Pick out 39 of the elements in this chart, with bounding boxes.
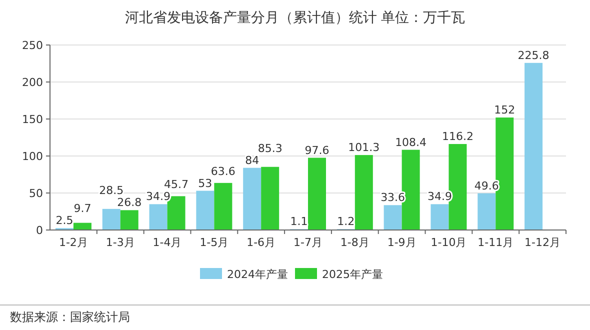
data-label: 116.2 [442,130,474,144]
x-tick-label: 1-9月 [387,236,416,249]
legend-label: 2024年产量 [227,268,288,281]
data-label: 1.2 [337,215,355,228]
data-label: 45.7 [164,178,189,192]
data-label: 84 [245,154,260,167]
y-tick-label: 50 [29,187,43,200]
x-tick-label: 1-5月 [200,236,229,249]
data-label: 1.1 [290,215,308,228]
y-tick-label: 0 [36,224,43,237]
data-label: 53 [198,176,212,190]
data-label: 9.7 [74,202,92,216]
data-label: 26.8 [117,196,142,210]
data-label: 28.5 [99,184,124,198]
x-tick-label: 1-6月 [246,236,276,249]
y-tick-label: 250 [22,39,43,52]
source-note: 数据来源：国家统计局 [10,310,130,324]
data-label: 225.8 [518,48,550,62]
y-tick-label: 150 [22,113,43,126]
data-label: 152 [494,104,516,117]
data-label: 101.3 [348,141,380,154]
x-tick-label: 1-10月 [430,236,467,249]
x-tick-label: 1-4月 [152,236,182,249]
data-label: 108.4 [395,136,427,149]
legend-label: 2025年产量 [322,268,383,281]
chart-title: 河北省发电设备产量分月（累计值）统计 单位：万千瓦 [124,10,466,26]
x-tick-label: 1-3月 [106,236,135,249]
x-tick-label: 1-7月 [294,236,322,249]
data-label: 34.9 [146,190,171,204]
x-tick-label: 1-8月 [340,236,370,249]
data-label: 2.5 [56,214,74,228]
y-tick-label: 100 [22,150,43,163]
x-tick-label: 1-11月 [478,236,514,249]
x-tick-label: 1-2月 [58,236,88,249]
y-tick-label: 200 [22,76,43,89]
data-label: 97.6 [304,144,330,157]
data-label: 63.6 [210,164,236,178]
data-label: 85.3 [258,142,282,155]
x-tick-label: 1-12月 [524,236,561,249]
